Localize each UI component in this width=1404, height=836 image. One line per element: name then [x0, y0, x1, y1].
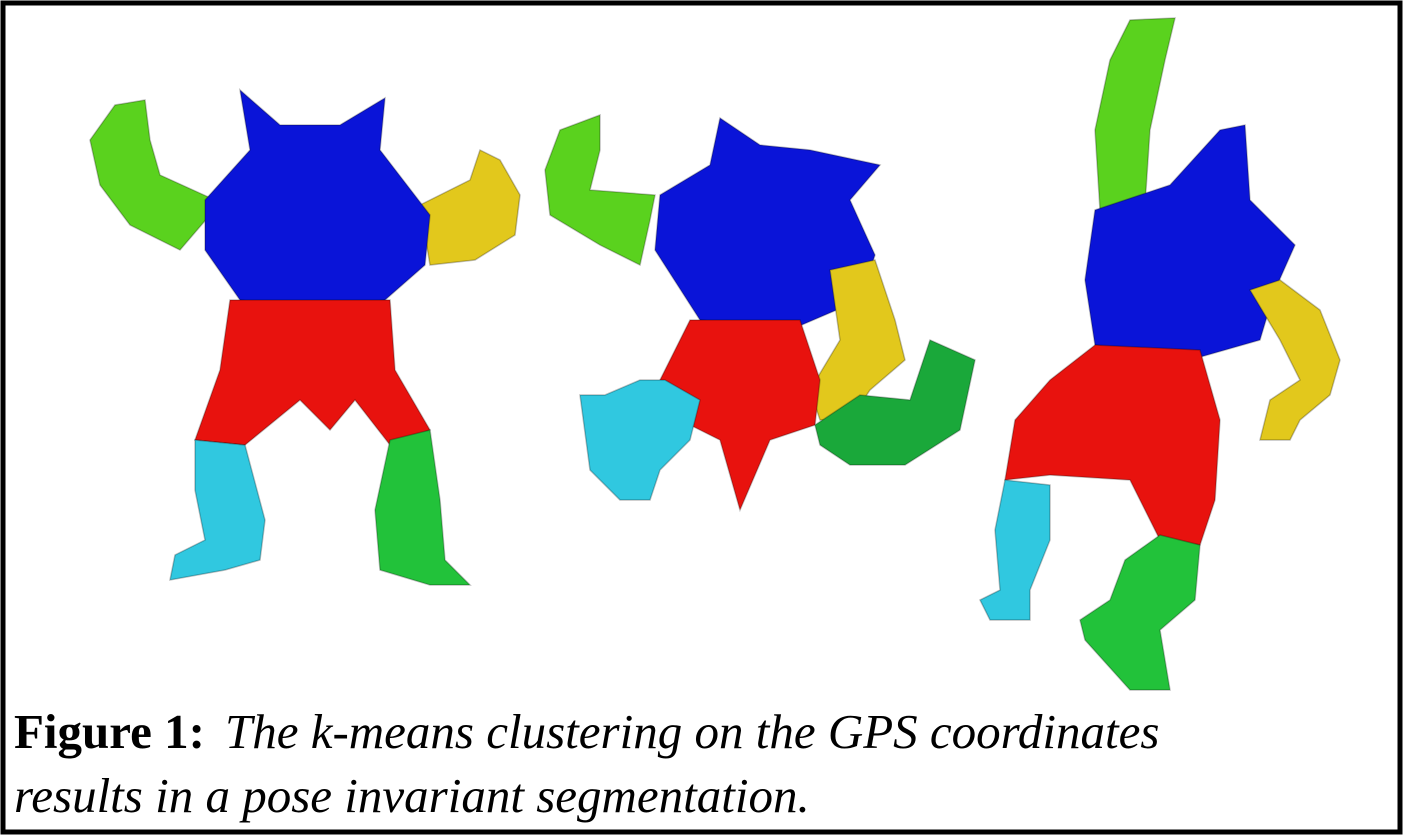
caption-line-2: results in a pose invariant segmentation…	[14, 768, 810, 823]
left-arm	[544, 113, 656, 267]
torso	[204, 88, 431, 311]
right-leg	[814, 338, 976, 466]
torso	[1084, 124, 1296, 361]
pelvis	[1004, 344, 1221, 546]
right-arm	[419, 148, 521, 266]
left-leg	[579, 379, 701, 501]
caption-text: The k-means clustering on the GPS coordi…	[225, 704, 1159, 759]
raised-arm	[1094, 17, 1176, 211]
armadillo-pose-1	[89, 88, 521, 586]
right-leg	[374, 429, 472, 586]
right-arm	[1248, 279, 1341, 441]
figure-label: Figure 1:	[14, 704, 205, 759]
left-arm	[89, 99, 216, 251]
armadillo-pose-2	[544, 113, 976, 513]
left-leg	[169, 439, 266, 581]
armadillo-pose-3	[978, 17, 1341, 691]
right-leg	[1079, 534, 1201, 691]
left-leg	[978, 479, 1051, 621]
caption-line-1: Figure 1: The k-means clustering on the G…	[14, 704, 1159, 759]
pelvis	[193, 299, 432, 446]
